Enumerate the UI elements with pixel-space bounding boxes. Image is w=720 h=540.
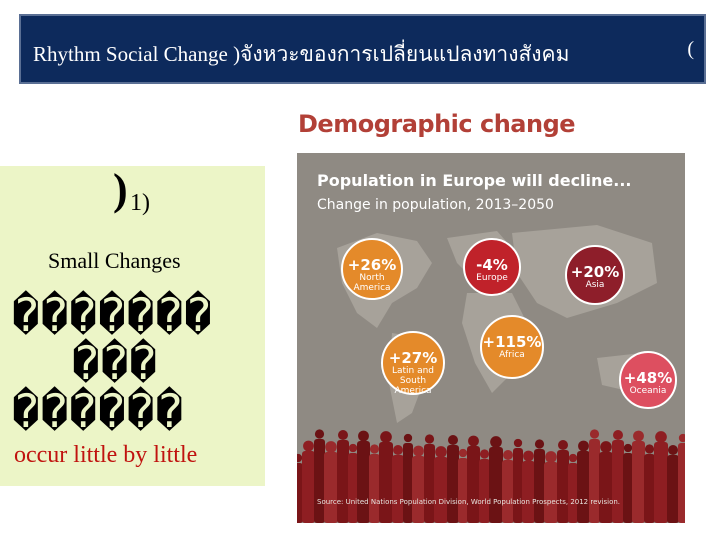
person-silhouette	[623, 443, 633, 523]
person-silhouette	[392, 445, 404, 523]
caption-text: occur little by little	[14, 442, 198, 468]
garbled-text-line-1: �������	[12, 288, 213, 342]
person-silhouette	[348, 443, 358, 523]
person-silhouette	[534, 439, 545, 523]
person-silhouette	[544, 451, 558, 523]
person-silhouette	[644, 444, 655, 523]
bubble-value: -4%	[476, 256, 508, 274]
person-silhouette	[654, 431, 668, 523]
person-silhouette	[337, 430, 349, 523]
person-silhouette	[379, 431, 393, 523]
source-note: Source: United Nations Population Divisi…	[317, 498, 621, 506]
person-silhouette	[467, 435, 480, 523]
person-silhouette	[513, 438, 523, 523]
person-silhouette	[589, 429, 600, 523]
person-silhouette	[434, 446, 448, 523]
person-silhouette	[612, 430, 624, 523]
garbled-text-line-3: ������	[12, 384, 185, 438]
person-silhouette	[577, 440, 590, 523]
person-silhouette	[667, 445, 679, 523]
infographic-subtitle: Population in Europe will decline...	[317, 171, 632, 190]
person-silhouette	[489, 436, 503, 523]
bubble-region: Africa	[499, 350, 525, 360]
person-silhouette	[632, 430, 645, 523]
bubble-latin-america: +27% Latin and South America	[381, 331, 445, 396]
bubble-value: +26%	[347, 256, 397, 274]
bubble-north-america: +26% North America	[341, 238, 403, 300]
person-silhouette	[557, 440, 569, 523]
bubble-region: Asia	[585, 280, 605, 290]
person-silhouette	[403, 433, 413, 523]
person-silhouette	[522, 450, 535, 523]
bubble-europe: -4% Europe	[463, 238, 521, 296]
person-silhouette	[447, 435, 459, 523]
title-end-mark: (	[687, 38, 694, 60]
infographic-heading: Demographic change	[298, 110, 576, 138]
person-silhouette	[599, 441, 613, 523]
infographic-subtitle-2: Change in population, 2013–2050	[317, 197, 554, 213]
small-changes-heading: Small Changes	[48, 248, 181, 273]
person-silhouette	[424, 434, 435, 523]
person-silhouette	[502, 450, 514, 523]
left-panel	[0, 166, 265, 486]
bubble-value: +48%	[623, 369, 673, 387]
person-silhouette	[324, 441, 338, 523]
bubble-value: +20%	[570, 263, 620, 281]
bubble-value: +27%	[388, 349, 438, 367]
bubble-region: Latin and South America	[391, 366, 435, 396]
person-silhouette	[297, 453, 303, 523]
bubble-asia: +20% Asia	[565, 245, 625, 305]
bubble-value: +115%	[482, 333, 542, 351]
crowd-silhouettes	[297, 429, 685, 523]
title-bar: Rhythm Social Change )จังหวะของการเปลี่ย…	[19, 14, 706, 84]
person-silhouette	[302, 440, 315, 523]
infographic-card: Population in Europe will decline... Cha…	[297, 153, 685, 523]
person-silhouette	[412, 445, 425, 523]
person-silhouette	[458, 448, 468, 523]
person-silhouette	[369, 444, 380, 523]
bubble-africa: +115% Africa	[480, 315, 544, 379]
slide-title: Rhythm Social Change )จังหวะของการเปลี่ย…	[33, 42, 570, 66]
person-silhouette	[568, 453, 578, 523]
person-silhouette	[479, 449, 490, 523]
item-number: 1)	[130, 190, 150, 216]
bubble-region: North America	[353, 273, 391, 293]
bubble-region: Europe	[476, 273, 508, 283]
person-silhouette	[357, 430, 370, 523]
big-parenthesis: )	[113, 165, 128, 214]
bubble-oceania: +48% Oceania	[619, 351, 677, 409]
person-silhouette	[314, 429, 325, 523]
person-silhouette	[678, 433, 685, 523]
garbled-text-line-2: ���	[72, 336, 159, 390]
bubble-region: Oceania	[629, 386, 667, 396]
